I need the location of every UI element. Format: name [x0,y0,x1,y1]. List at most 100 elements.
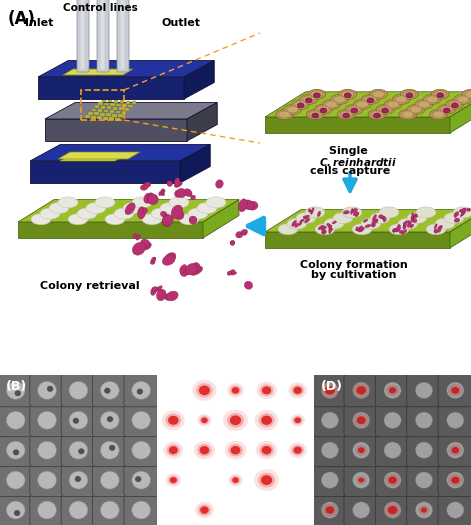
FancyBboxPatch shape [61,464,96,497]
Ellipse shape [58,197,78,208]
Ellipse shape [227,413,244,428]
Ellipse shape [396,227,400,232]
Ellipse shape [114,208,134,219]
FancyBboxPatch shape [344,494,379,525]
Ellipse shape [132,441,151,459]
Bar [85,115,89,118]
Ellipse shape [137,388,143,395]
Ellipse shape [313,93,320,98]
Ellipse shape [371,111,383,118]
Ellipse shape [361,218,381,229]
Ellipse shape [132,471,151,489]
Ellipse shape [244,200,253,210]
Ellipse shape [437,93,444,98]
Ellipse shape [276,110,293,120]
Ellipse shape [418,506,430,514]
Ellipse shape [357,416,366,424]
Polygon shape [450,92,471,133]
Ellipse shape [295,223,299,227]
Ellipse shape [439,227,441,233]
Ellipse shape [6,411,25,429]
Ellipse shape [410,224,414,228]
Ellipse shape [151,257,155,262]
Ellipse shape [192,380,217,401]
Ellipse shape [6,501,25,519]
Ellipse shape [463,208,466,211]
Ellipse shape [333,96,346,103]
Ellipse shape [350,208,353,214]
Ellipse shape [357,227,362,231]
Text: Colony retrieval: Colony retrieval [40,281,140,291]
Bar [101,99,106,101]
Polygon shape [38,60,214,77]
Bar [125,108,130,111]
Ellipse shape [286,106,299,113]
Bar [113,107,117,110]
Ellipse shape [384,472,401,488]
Ellipse shape [69,471,88,489]
Ellipse shape [230,240,235,245]
Polygon shape [60,156,123,161]
Ellipse shape [227,271,232,276]
Ellipse shape [293,447,302,454]
FancyBboxPatch shape [124,404,158,437]
Ellipse shape [402,111,414,118]
Ellipse shape [143,182,151,188]
Bar [131,101,136,104]
Ellipse shape [230,242,234,245]
Ellipse shape [371,224,375,227]
Ellipse shape [228,474,243,486]
Ellipse shape [312,113,319,118]
FancyBboxPatch shape [313,434,347,467]
Ellipse shape [392,94,410,104]
Ellipse shape [392,229,397,232]
FancyBboxPatch shape [375,464,410,497]
FancyBboxPatch shape [438,434,471,467]
Ellipse shape [407,222,411,227]
FancyBboxPatch shape [375,374,410,407]
Ellipse shape [252,225,254,228]
Ellipse shape [385,474,400,487]
Ellipse shape [461,211,466,216]
Ellipse shape [167,181,172,186]
Ellipse shape [324,218,344,229]
Ellipse shape [411,216,414,223]
Ellipse shape [152,287,158,291]
Bar [116,103,121,106]
Ellipse shape [200,506,209,514]
Ellipse shape [447,382,464,398]
Ellipse shape [238,199,247,212]
Text: (D): (D) [320,380,342,393]
Bar [98,102,103,105]
Ellipse shape [300,94,318,104]
Ellipse shape [373,219,378,222]
Ellipse shape [95,197,115,208]
Ellipse shape [304,218,310,223]
FancyBboxPatch shape [92,464,127,497]
Ellipse shape [388,477,397,484]
Ellipse shape [321,226,326,230]
Ellipse shape [321,502,339,518]
Ellipse shape [325,506,334,514]
Ellipse shape [86,203,106,214]
Ellipse shape [315,224,335,235]
Ellipse shape [389,387,396,393]
Ellipse shape [100,501,119,519]
Polygon shape [184,60,214,99]
Ellipse shape [443,108,450,113]
Ellipse shape [168,416,179,425]
Polygon shape [45,102,217,119]
Ellipse shape [190,195,195,200]
Ellipse shape [162,217,170,225]
Bar [101,106,106,109]
Ellipse shape [107,416,113,422]
Ellipse shape [430,110,447,120]
Ellipse shape [382,216,385,219]
Ellipse shape [447,502,464,518]
Ellipse shape [147,193,154,201]
FancyBboxPatch shape [406,494,441,525]
Bar [91,116,96,119]
Ellipse shape [152,257,156,261]
Bar [107,106,112,109]
Ellipse shape [303,216,307,219]
